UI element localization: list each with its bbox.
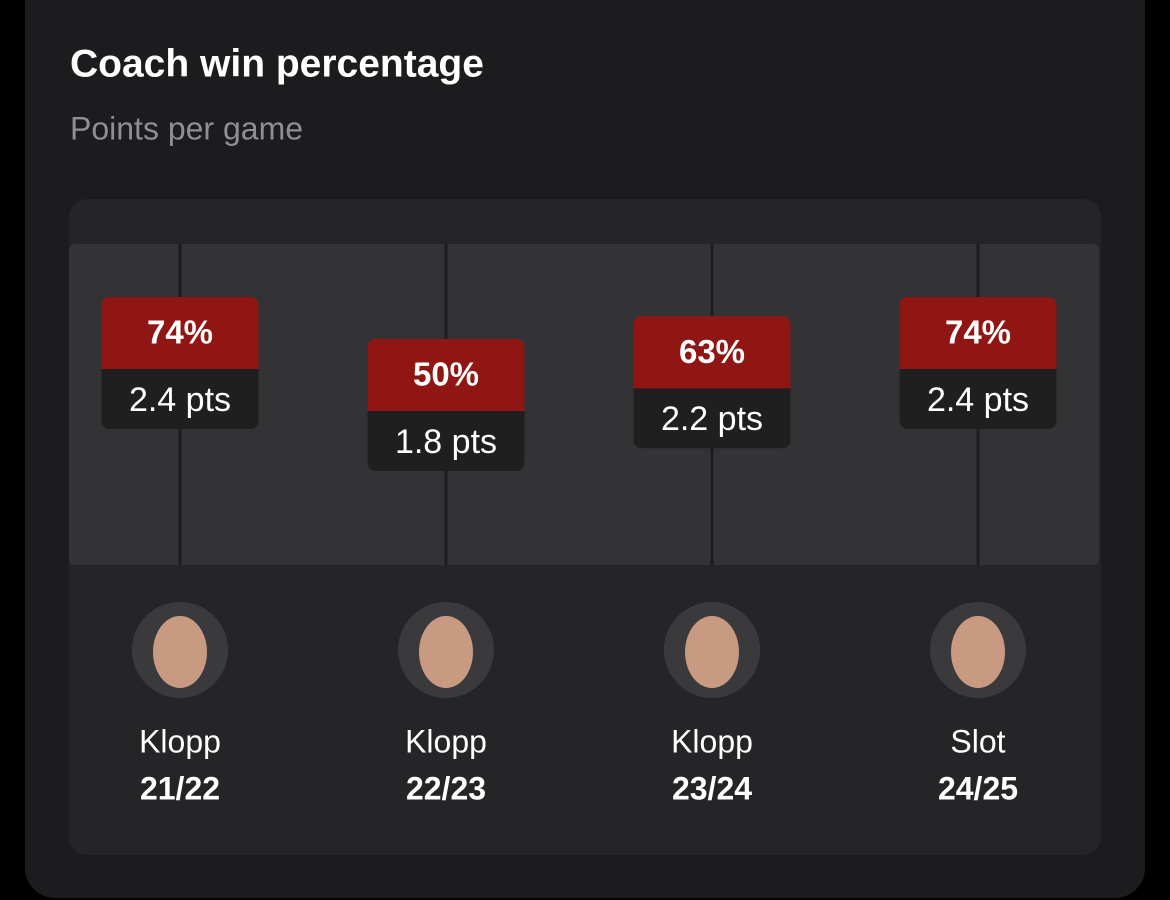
win-label: 50% <box>413 356 479 393</box>
plot-area <box>69 244 1099 565</box>
win-label: 74% <box>945 314 1011 351</box>
win-box <box>633 316 791 389</box>
points-box <box>101 357 259 429</box>
win-box <box>367 339 525 411</box>
points-box <box>899 357 1057 429</box>
win-box-corner <box>633 376 791 389</box>
season-label: 24/25 <box>938 770 1018 806</box>
avatar-face <box>685 616 739 688</box>
win-label: 63% <box>679 333 745 370</box>
chart-title: Coach win percentage <box>70 42 484 85</box>
points-label: 2.4 pts <box>129 381 231 419</box>
points-label: 2.4 pts <box>927 381 1029 419</box>
coach-name: Klopp <box>139 723 221 759</box>
chart-subtitle: Points per game <box>70 110 303 146</box>
season-label: 22/23 <box>406 770 486 806</box>
coach-name: Klopp <box>405 723 487 759</box>
win-label: 74% <box>147 314 213 351</box>
points-box <box>367 399 525 471</box>
avatar-face <box>153 616 207 688</box>
points-label: 2.2 pts <box>661 400 763 438</box>
season-label: 23/24 <box>672 770 752 806</box>
avatar-face <box>951 616 1005 688</box>
win-box-corner <box>367 399 525 411</box>
coach-name: Slot <box>950 723 1005 759</box>
season-label: 21/22 <box>140 770 220 806</box>
points-label: 1.8 pts <box>395 423 497 461</box>
win-box-corner <box>101 357 259 369</box>
coach-name: Klopp <box>671 723 753 759</box>
win-box <box>899 297 1057 369</box>
win-box <box>101 297 259 369</box>
points-box <box>633 376 791 449</box>
win-box-corner <box>899 357 1057 369</box>
avatar-face <box>419 616 473 688</box>
